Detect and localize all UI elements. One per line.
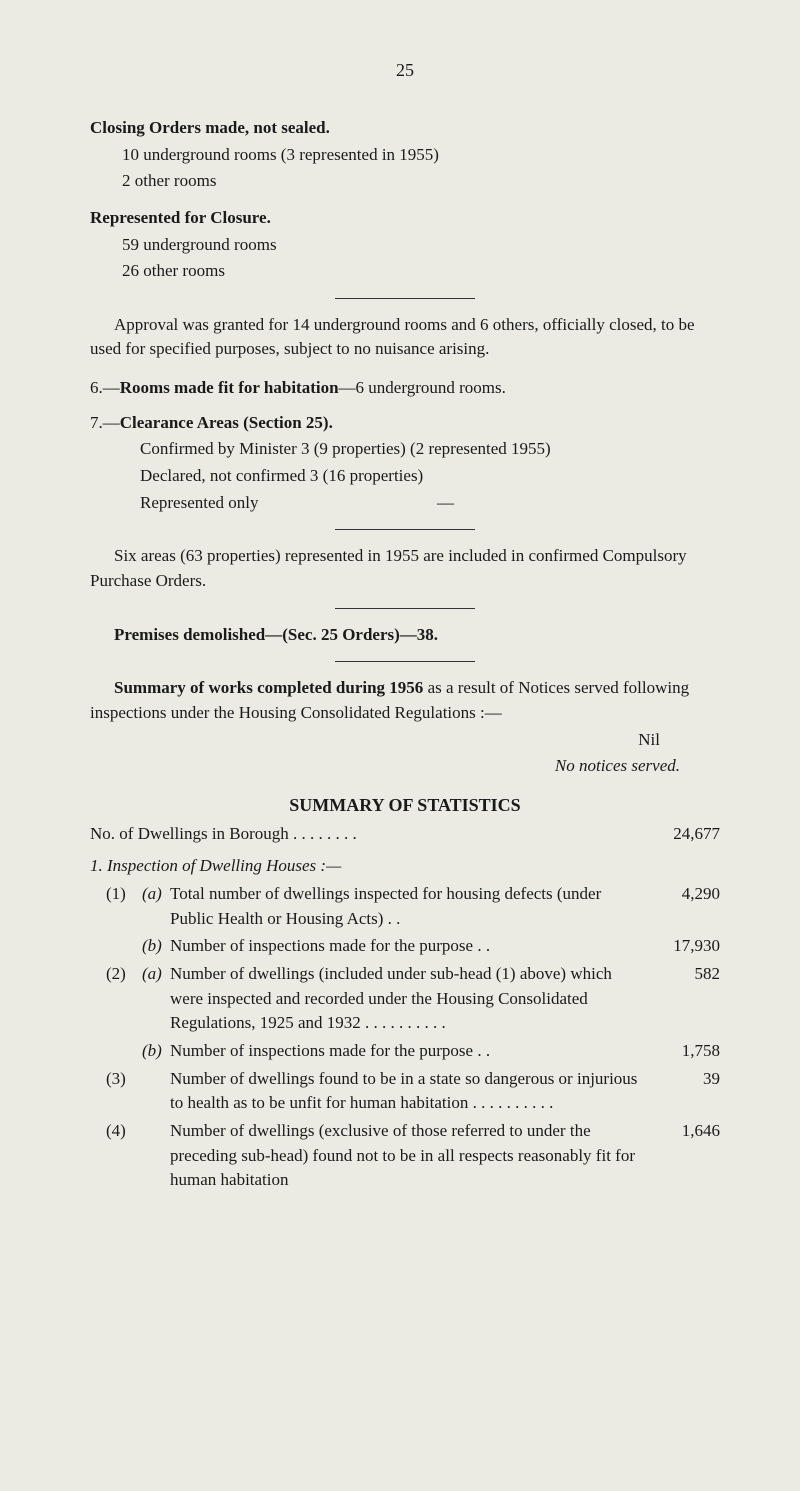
item-2a-sub: (a): [142, 962, 170, 1036]
nil-label: Nil: [90, 728, 660, 753]
dwellings-borough-label: No. of Dwellings in Borough . . . . . . …: [90, 822, 640, 847]
item-7-line2: Declared, not confirmed 3 (16 properties…: [90, 464, 720, 489]
item-4-row: (4) Number of dwellings (exclusive of th…: [90, 1119, 720, 1193]
item-1a-num: (1): [106, 882, 142, 931]
premises-bold: Premises demolished—(Sec. 25 Orders)—38.: [114, 625, 438, 644]
item-2b-row: (b) Number of inspections made for the p…: [90, 1039, 720, 1064]
item-2a-value: 582: [640, 962, 720, 1036]
item-4-num: (4): [106, 1119, 142, 1193]
item-1b-text: Number of inspections made for the purpo…: [170, 934, 640, 959]
dwellings-borough-row: No. of Dwellings in Borough . . . . . . …: [90, 822, 720, 847]
item-3-text: Number of dwellings found to be in a sta…: [170, 1067, 640, 1116]
item-7-line3: Represented only —: [90, 491, 720, 516]
divider: [335, 298, 475, 299]
item-4-sub: [142, 1119, 170, 1193]
represented-closure-section: Represented for Closure. 59 underground …: [90, 206, 720, 284]
no-notices-label: No notices served.: [90, 754, 680, 779]
item-1a-row: (1) (a) Total number of dwellings inspec…: [90, 882, 720, 931]
divider: [335, 608, 475, 609]
represented-closure-line1: 59 underground rooms: [90, 233, 720, 258]
closing-orders-section: Closing Orders made, not sealed. 10 unde…: [90, 116, 720, 194]
page-container: 25 Closing Orders made, not sealed. 10 u…: [0, 0, 800, 1491]
item-7-prefix: 7.—: [90, 413, 120, 432]
closing-orders-heading: Closing Orders made, not sealed.: [90, 116, 720, 141]
item-2a-text: Number of dwellings (included under sub-…: [170, 962, 640, 1036]
item-1b-row: (b) Number of inspections made for the p…: [90, 934, 720, 959]
item-2b-num: [106, 1039, 142, 1064]
inspection-heading: 1. Inspection of Dwelling Houses :—: [90, 854, 720, 879]
summary-statistics-heading: SUMMARY OF STATISTICS: [90, 795, 720, 816]
item-2b-sub: (b): [142, 1039, 170, 1064]
item-2b-value: 1,758: [640, 1039, 720, 1064]
item-4-text: Number of dwellings (exclusive of those …: [170, 1119, 640, 1193]
item-2a-row: (2) (a) Number of dwellings (included un…: [90, 962, 720, 1036]
item-4-value: 1,646: [640, 1119, 720, 1193]
summary-works-bold: Summary of works completed during 1956: [114, 678, 423, 697]
item-1b-num: [106, 934, 142, 959]
item-6-prefix: 6.—: [90, 378, 120, 397]
represented-closure-heading: Represented for Closure.: [90, 206, 720, 231]
item-7-heading: 7.—Clearance Areas (Section 25).: [90, 411, 720, 436]
item-2a-num: (2): [106, 962, 142, 1036]
item-2b-text: Number of inspections made for the purpo…: [170, 1039, 640, 1064]
divider: [335, 529, 475, 530]
item-6-bold: Rooms made fit for habitation: [120, 378, 339, 397]
item-1b-value: 17,930: [640, 934, 720, 959]
item-7-line1: Confirmed by Minister 3 (9 properties) (…: [90, 437, 720, 462]
item-7-bold: Clearance Areas (Section 25).: [120, 413, 333, 432]
item-1a-text: Total number of dwellings inspected for …: [170, 882, 640, 931]
closing-orders-line2: 2 other rooms: [90, 169, 720, 194]
six-areas-paragraph: Six areas (63 properties) represented in…: [90, 544, 720, 593]
item-3-sub: [142, 1067, 170, 1116]
item-1a-value: 4,290: [640, 882, 720, 931]
premises-demolished: Premises demolished—(Sec. 25 Orders)—38.: [90, 623, 720, 648]
item-1b-sub: (b): [142, 934, 170, 959]
dwellings-borough-value: 24,677: [640, 822, 720, 847]
item-6-rest: —6 underground rooms.: [339, 378, 506, 397]
represented-closure-line2: 26 other rooms: [90, 259, 720, 284]
item-3-value: 39: [640, 1067, 720, 1116]
approval-paragraph: Approval was granted for 14 underground …: [90, 313, 720, 362]
divider: [335, 661, 475, 662]
page-number: 25: [90, 60, 720, 81]
closing-orders-line1: 10 underground rooms (3 represented in 1…: [90, 143, 720, 168]
item-3-num: (3): [106, 1067, 142, 1116]
summary-works: Summary of works completed during 1956 a…: [90, 676, 720, 725]
item-1a-sub: (a): [142, 882, 170, 931]
item-3-row: (3) Number of dwellings found to be in a…: [90, 1067, 720, 1116]
item-6: 6.—Rooms made fit for habitation—6 under…: [90, 376, 720, 401]
